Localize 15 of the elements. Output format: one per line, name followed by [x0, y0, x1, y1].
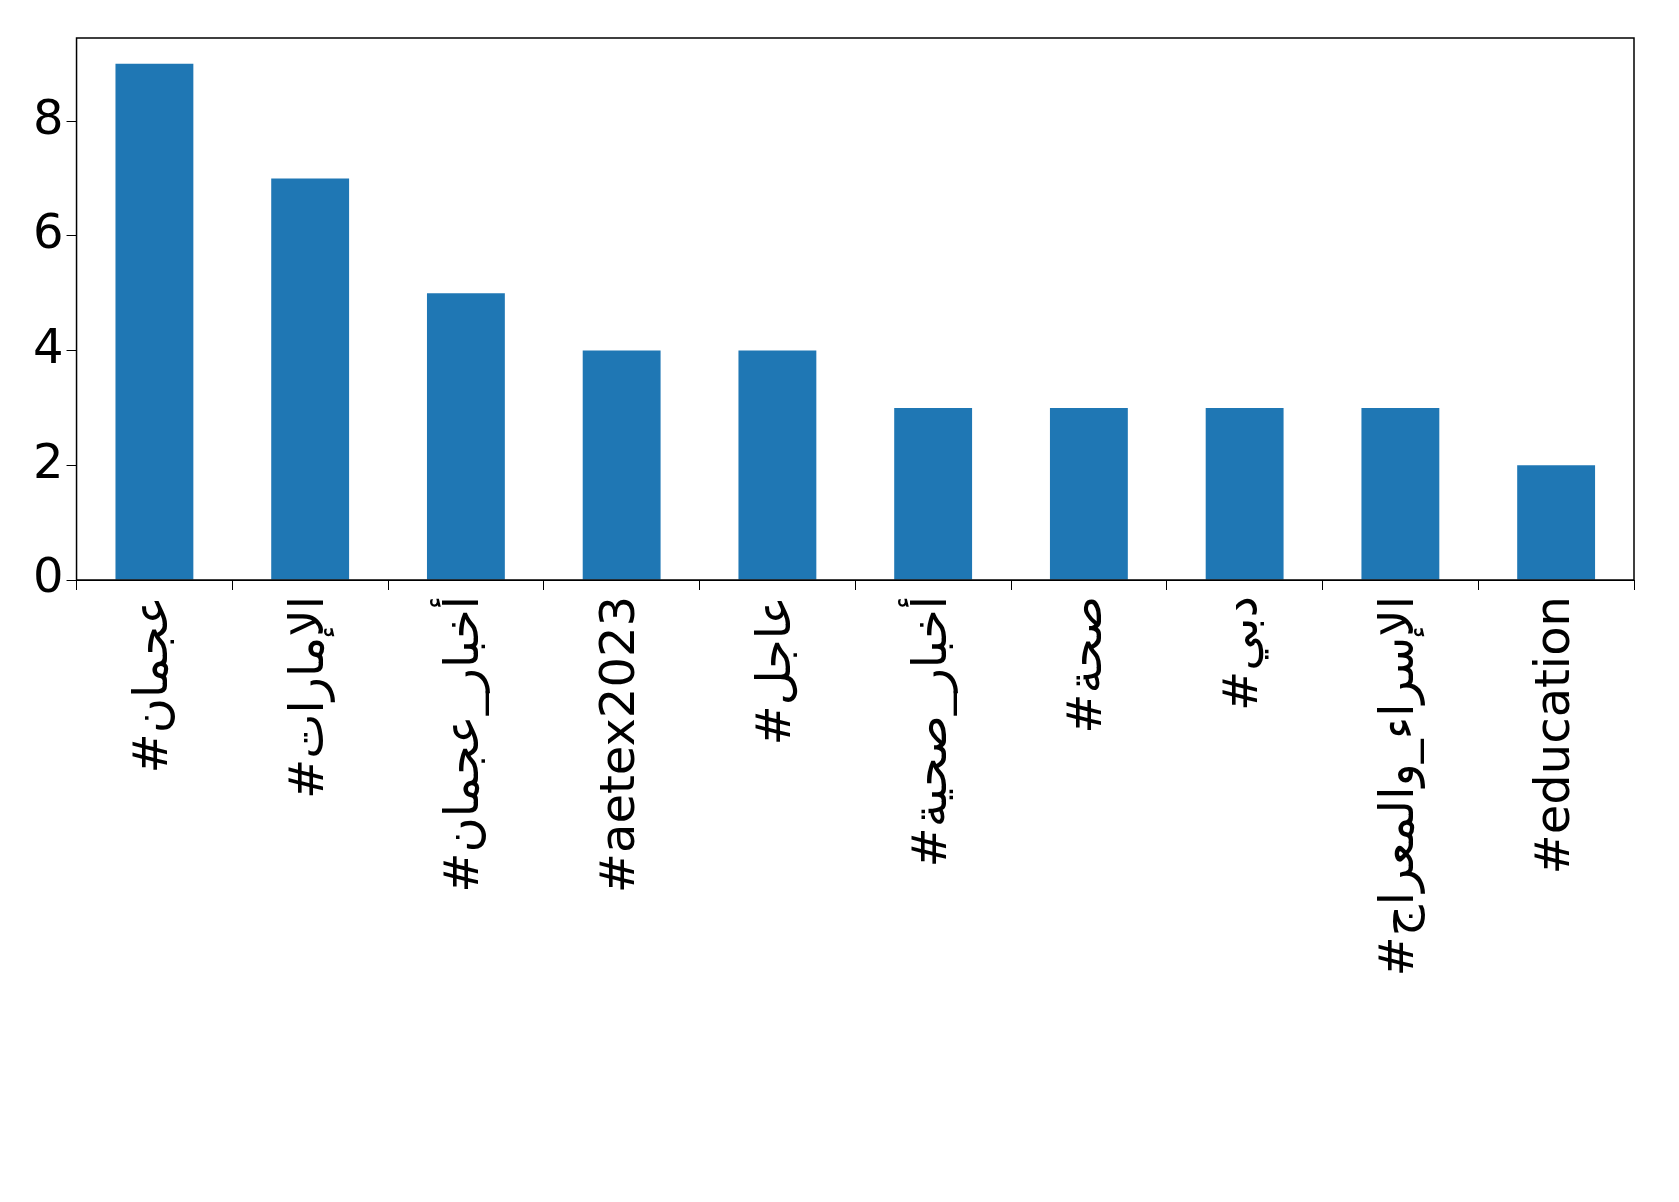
x-tick-label: #education	[1523, 596, 1580, 875]
y-tick-label: 0	[32, 547, 64, 604]
x-tick-label: #الإمارات	[277, 596, 335, 799]
x-tick-label: #عاجل	[744, 596, 801, 746]
x-tick-label: #دبي	[1212, 596, 1270, 711]
y-tick-label: 8	[32, 88, 64, 145]
y-tick-label: 2	[32, 432, 64, 489]
x-tick-label: #aetex2023	[589, 596, 646, 894]
x-tick-label: #أخبار_صحية	[897, 596, 958, 868]
x-tick-label: #عجمان	[121, 596, 178, 774]
x-tick-label: #الإسراء_والمعراج	[1367, 596, 1425, 977]
x-tick-label: #أخبار_عجمان	[430, 596, 491, 893]
x-tick-label: #صحة	[1056, 596, 1113, 734]
y-tick-label: 4	[32, 318, 64, 375]
y-tick-label: 6	[32, 203, 64, 260]
